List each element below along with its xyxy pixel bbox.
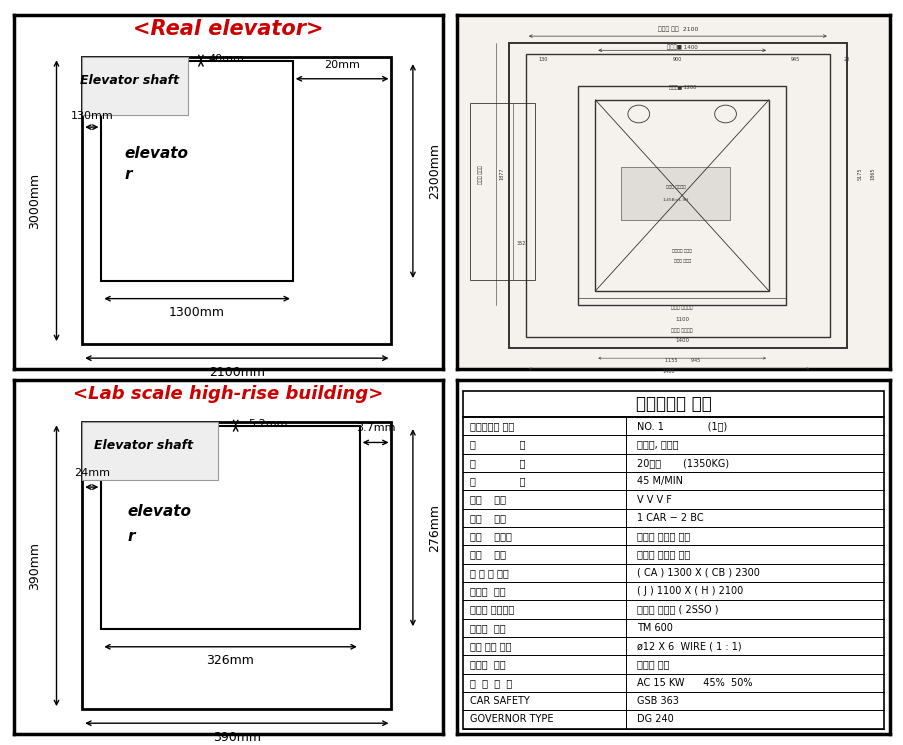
Text: 단면적 시험필: 단면적 시험필 <box>673 259 690 264</box>
Bar <box>526 54 829 337</box>
Text: 출입문 구동방식: 출입문 구동방식 <box>469 604 513 615</box>
Text: 1155         945: 1155 945 <box>664 358 699 364</box>
Text: 2100mm: 2100mm <box>209 366 265 378</box>
Text: 카니브■ 1200: 카니브■ 1200 <box>668 85 695 90</box>
Text: GOVERNOR TYPE: GOVERNOR TYPE <box>469 714 553 724</box>
Text: NO. 1              (1대): NO. 1 (1대) <box>636 421 726 431</box>
Text: 945: 945 <box>789 57 799 62</box>
Text: 환기구 구동목적: 환기구 구동목적 <box>671 305 693 310</box>
Text: 출입구 구동목적: 출입구 구동목적 <box>671 328 693 332</box>
Text: 1865: 1865 <box>870 168 875 180</box>
Text: CAR SAFETY: CAR SAFETY <box>469 696 528 706</box>
Text: 스프링 버퍼: 스프링 버퍼 <box>636 659 668 670</box>
Text: 390mm: 390mm <box>29 542 42 590</box>
Text: 일방향 개폐형 ( 2SSO ): 일방향 개폐형 ( 2SSO ) <box>636 604 717 615</box>
Text: 행정    거리: 행정 거리 <box>469 550 505 559</box>
Text: 운전    방식: 운전 방식 <box>469 513 505 523</box>
Text: 20mm: 20mm <box>324 60 359 69</box>
Text: elevato: elevato <box>127 504 191 519</box>
Text: 3.7mm: 3.7mm <box>356 423 395 434</box>
Text: 24mm: 24mm <box>74 468 109 478</box>
Text: 390mm: 390mm <box>212 731 261 744</box>
Bar <box>462 417 883 729</box>
Bar <box>82 57 187 115</box>
Text: elevato: elevato <box>125 146 188 161</box>
Text: ( CA ) 1300 X ( CB ) 2300: ( CA ) 1300 X ( CB ) 2300 <box>636 568 759 578</box>
Text: 326mm: 326mm <box>207 654 254 668</box>
Text: 권상기  형식: 권상기 형식 <box>469 623 505 633</box>
Text: <Real elevator>: <Real elevator> <box>133 19 323 39</box>
Text: 하이월 안전장치: 하이월 안전장치 <box>665 186 684 189</box>
Text: 1300mm: 1300mm <box>169 306 225 320</box>
Text: 1 CAR − 2 BC: 1 CAR − 2 BC <box>636 513 703 523</box>
Text: 3000mm: 3000mm <box>29 173 42 229</box>
Text: DG 240: DG 240 <box>636 714 673 724</box>
Text: V V V F: V V V F <box>636 495 671 504</box>
Text: 종              량: 종 량 <box>469 458 525 468</box>
Text: 엘리베이터 사양: 엘리베이터 사양 <box>635 395 711 413</box>
Text: ø12 X 6  WIRE ( 1 : 1): ø12 X 6 WIRE ( 1 : 1) <box>636 641 740 651</box>
Bar <box>595 100 768 291</box>
Text: 승강로 단면도: 승강로 단면도 <box>478 165 482 183</box>
Text: Elevator shaft: Elevator shaft <box>94 439 192 452</box>
Bar <box>82 57 391 344</box>
Text: r: r <box>127 529 135 544</box>
Text: 1400: 1400 <box>662 369 675 374</box>
Text: 2300mm: 2300mm <box>427 143 441 199</box>
Text: 130mm: 130mm <box>70 112 113 121</box>
Bar <box>82 422 218 480</box>
Text: 40mm: 40mm <box>209 54 245 64</box>
Text: 276mm: 276mm <box>427 504 441 551</box>
Text: 엘리베이터 호기: 엘리베이터 호기 <box>469 421 513 431</box>
Text: 1100: 1100 <box>675 317 688 322</box>
Text: 전면    정지승: 전면 정지승 <box>469 531 511 541</box>
Text: r: r <box>125 167 132 183</box>
Bar <box>620 167 729 221</box>
Text: 용              도: 용 도 <box>469 440 525 449</box>
Bar <box>101 61 293 281</box>
Text: 구동    방식: 구동 방식 <box>469 495 505 504</box>
Text: 권상 로프 규격: 권상 로프 규격 <box>469 641 510 651</box>
Text: ( J ) 1100 X ( H ) 2100: ( J ) 1100 X ( H ) 2100 <box>636 586 742 596</box>
Bar <box>462 390 883 417</box>
Bar <box>101 426 359 629</box>
Text: 1400: 1400 <box>675 338 688 343</box>
Bar <box>508 43 846 347</box>
Text: 인승용, 침대용: 인승용, 침대용 <box>636 440 677 449</box>
Text: 카박스■ 1400: 카박스■ 1400 <box>666 44 697 49</box>
Text: 5175: 5175 <box>857 168 861 180</box>
Text: 130: 130 <box>538 57 547 62</box>
Text: 20인승       (1350KG): 20인승 (1350KG) <box>636 458 728 468</box>
Text: 모  디  용  량: 모 디 용 량 <box>469 678 511 688</box>
Text: 비상구출 시험장: 비상구출 시험장 <box>672 249 692 253</box>
Text: 20: 20 <box>843 57 849 62</box>
Text: 1877: 1877 <box>499 168 504 180</box>
Text: GSB 363: GSB 363 <box>636 696 678 706</box>
Text: 352: 352 <box>517 241 526 246</box>
Text: 승강로 내부  2100: 승강로 내부 2100 <box>656 26 697 32</box>
Bar <box>577 86 786 305</box>
Text: 승강로 단면도 참조: 승강로 단면도 참조 <box>636 531 689 541</box>
Text: 완충기  형식: 완충기 형식 <box>469 659 505 670</box>
Text: 5.2mm: 5.2mm <box>247 419 287 429</box>
Text: Elevator shaft: Elevator shaft <box>80 74 179 87</box>
Text: AC 15 KW      45%  50%: AC 15 KW 45% 50% <box>636 678 751 688</box>
Text: <Lab scale high-rise building>: <Lab scale high-rise building> <box>73 385 383 403</box>
Text: 출입문  크기: 출입문 크기 <box>469 586 505 596</box>
Text: 속              도: 속 도 <box>469 476 525 486</box>
Bar <box>469 104 534 280</box>
Text: 45 M/MIN: 45 M/MIN <box>636 476 682 486</box>
Text: 900: 900 <box>673 57 682 62</box>
Text: 승강로 단면도 참조: 승강로 단면도 참조 <box>636 550 689 559</box>
Text: TM 600: TM 600 <box>636 623 672 633</box>
Text: 카 내 부 크기: 카 내 부 크기 <box>469 568 507 578</box>
Text: 1.45B×1.9H: 1.45B×1.9H <box>662 197 688 202</box>
Bar <box>82 422 391 709</box>
